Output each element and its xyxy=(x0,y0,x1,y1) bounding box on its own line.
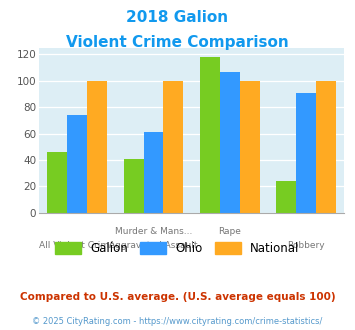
Bar xyxy=(163,81,183,213)
Text: All Violent Crime: All Violent Crime xyxy=(39,241,115,249)
Bar xyxy=(200,57,220,213)
Bar xyxy=(87,81,107,213)
Text: © 2025 CityRating.com - https://www.cityrating.com/crime-statistics/: © 2025 CityRating.com - https://www.city… xyxy=(32,317,323,326)
Text: 2018 Galion: 2018 Galion xyxy=(126,10,229,25)
Bar xyxy=(144,132,163,213)
Bar xyxy=(277,181,296,213)
Text: Aggravated Assault: Aggravated Assault xyxy=(109,241,198,249)
Text: Rape: Rape xyxy=(218,227,241,236)
Bar xyxy=(48,152,67,213)
Bar xyxy=(124,159,144,213)
Bar xyxy=(240,81,260,213)
Bar xyxy=(296,93,316,213)
Text: Robbery: Robbery xyxy=(288,241,325,249)
Bar xyxy=(316,81,336,213)
Legend: Galion, Ohio, National: Galion, Ohio, National xyxy=(51,237,304,260)
Text: Violent Crime Comparison: Violent Crime Comparison xyxy=(66,35,289,50)
Text: Compared to U.S. average. (U.S. average equals 100): Compared to U.S. average. (U.S. average … xyxy=(20,292,335,302)
Bar xyxy=(220,72,240,213)
Bar xyxy=(67,115,87,213)
Text: Murder & Mans...: Murder & Mans... xyxy=(115,227,192,236)
